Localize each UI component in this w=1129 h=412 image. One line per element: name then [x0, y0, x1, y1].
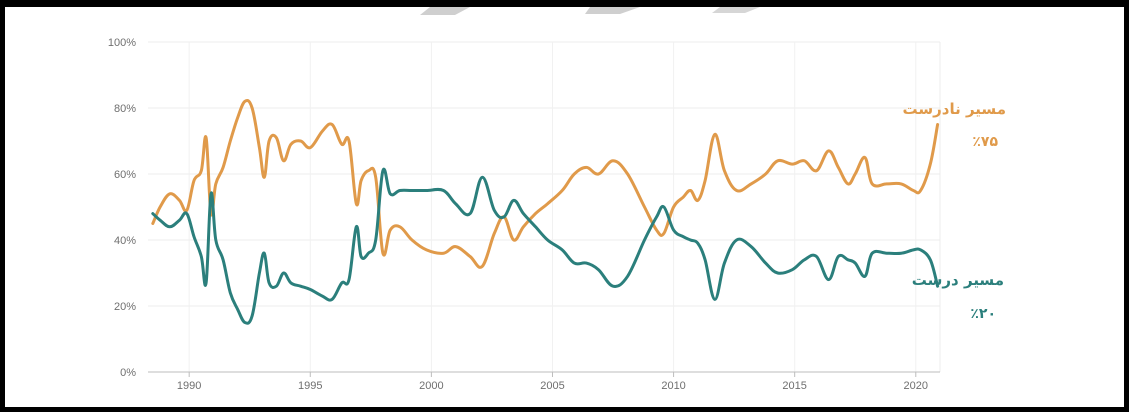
- y-tick-label: 0%: [120, 367, 136, 379]
- x-tick-label: 2010: [661, 380, 685, 392]
- series-lines: [153, 100, 938, 323]
- wrong-direction-series-end-value: ٪۷۵: [972, 134, 998, 150]
- x-tick-label: 2015: [782, 380, 806, 392]
- x-tick-label: 1995: [298, 380, 322, 392]
- y-tick-label: 80%: [114, 103, 136, 115]
- y-tick-label: 100%: [108, 37, 136, 49]
- y-tick-label: 60%: [114, 169, 136, 181]
- y-tick-label: 20%: [114, 301, 136, 313]
- x-tick-label: 2000: [419, 380, 443, 392]
- right-direction-series-name: مسیر درست: [912, 271, 1004, 289]
- wrong-direction-series-line: [153, 100, 938, 267]
- x-tick-label: 1990: [177, 380, 201, 392]
- wrong-direction-series-name: مسیر نادرست: [903, 100, 1006, 118]
- y-tick-label: 40%: [114, 235, 136, 247]
- right-direction-series-line: [153, 169, 938, 323]
- x-tick-label: 2005: [540, 380, 564, 392]
- watermark-stripe: [420, 7, 760, 15]
- right-direction-series-end-value: ٪۲۰: [970, 306, 996, 322]
- x-tick-label: 2020: [904, 380, 928, 392]
- series-labels: مسیر نادرست ٪۷۵ مسیر درست ٪۲۰: [903, 100, 1006, 322]
